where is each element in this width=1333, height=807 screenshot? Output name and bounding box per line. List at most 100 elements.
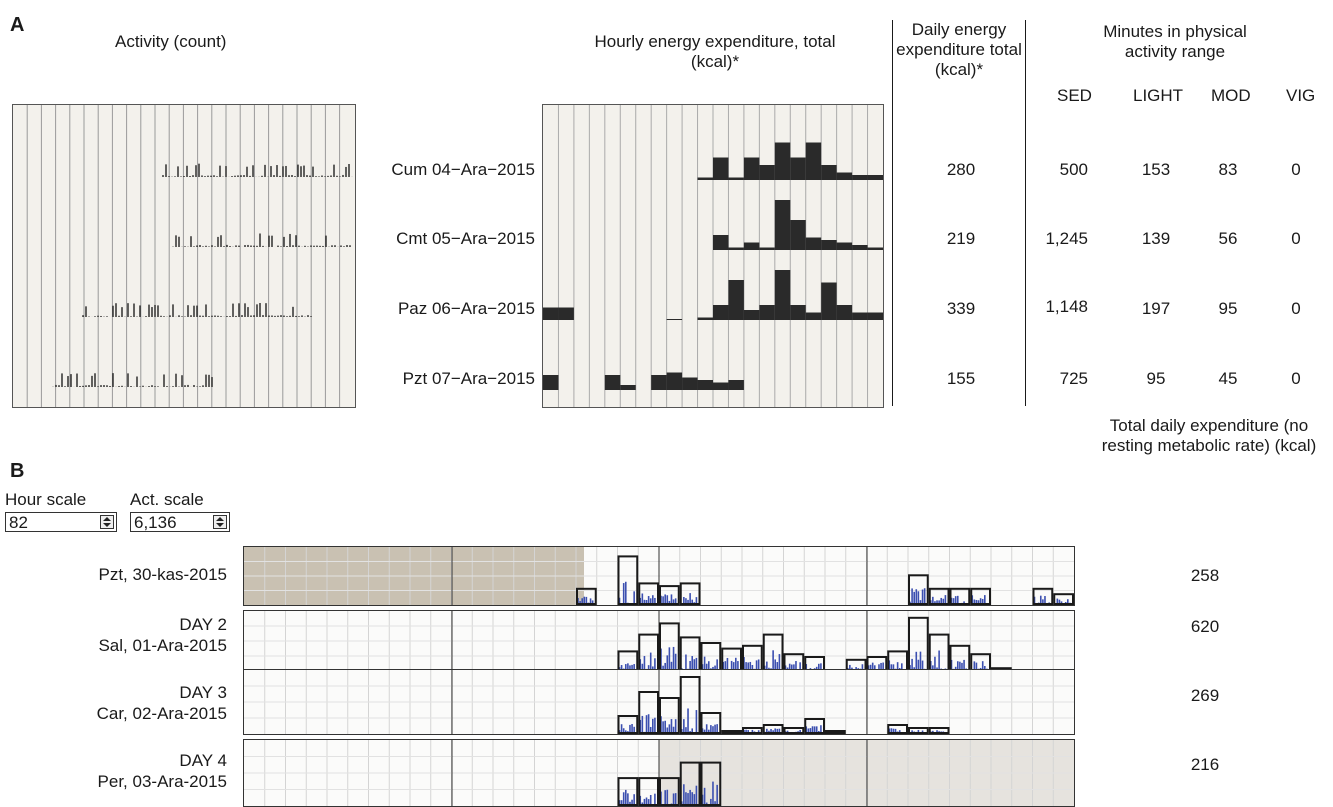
vig-1: 0: [1291, 160, 1301, 179]
energy-bar: [908, 574, 929, 605]
day-4-label: DAY 4 Per, 03-Ara-2015: [0, 750, 227, 792]
hourly-bar: [790, 305, 806, 320]
daily-2: 219: [946, 229, 976, 248]
energy-bar: [721, 730, 742, 734]
vig-4: 0: [1291, 369, 1301, 388]
act-scale-value: 6,136: [134, 513, 177, 532]
day-4-name: DAY 4: [179, 751, 227, 770]
light-4: 95: [1146, 369, 1166, 388]
hour-scale-stepper-icon[interactable]: [100, 515, 114, 529]
hourly-bar: [743, 157, 760, 180]
hourly-bar: [666, 372, 683, 390]
hourly-bar: [867, 312, 883, 320]
light-2: 139: [1141, 229, 1171, 248]
hourly-bar: [836, 172, 853, 180]
hour-scale-value: 82: [9, 513, 28, 532]
hourly-bar: [682, 377, 698, 390]
energy-bar: [825, 730, 846, 734]
sed-2: 1,245: [1045, 229, 1088, 248]
energy-bar: [638, 691, 659, 734]
energy-bar: [928, 727, 950, 734]
energy-bar: [928, 587, 950, 605]
act-scale-spinner[interactable]: 6,136: [130, 512, 230, 532]
hourly-bar: [790, 220, 806, 250]
hourly-bar: [821, 165, 837, 180]
hourly-bar: [759, 305, 775, 320]
hourly-bar: [558, 307, 574, 320]
hour-scale-label: Hour scale: [5, 490, 87, 509]
sed-1: 500: [1059, 160, 1088, 179]
total-3: 269: [1190, 686, 1220, 705]
panel-a-label: A: [10, 14, 25, 36]
energy-bar: [617, 555, 639, 605]
day-1-date: Pzt, 30-kas-2015: [98, 565, 227, 584]
hourly-bar: [743, 310, 760, 320]
energy-bar: [659, 585, 680, 605]
total-4: 216: [1190, 755, 1220, 774]
activity-count-plot: [26, 105, 353, 407]
hourly-bar: [867, 247, 883, 250]
hourly-bar: [759, 165, 775, 180]
day-4-date: Per, 03-Ara-2015: [97, 772, 227, 791]
minutes-range-title: Minutes in physical activity range: [1103, 22, 1247, 61]
hourly-bar: [728, 247, 744, 250]
energy-bar: [742, 727, 763, 734]
panel-b-label: B: [10, 460, 25, 482]
sed-3: 1,148: [1045, 297, 1088, 316]
hourly-bar: [805, 312, 822, 320]
hourly-bar: [774, 200, 791, 250]
mod-2: 56: [1218, 229, 1238, 248]
hourly-bar: [620, 385, 636, 390]
hourly-bar: [728, 380, 744, 390]
hourly-bar: [836, 305, 853, 320]
daily-4: 155: [946, 369, 976, 388]
hourly-bar: [821, 282, 837, 320]
hourly-bar: [774, 270, 791, 320]
energy-bar: [908, 727, 929, 734]
hourly-energy-title: Hourly energy expenditure, total (kcal)*: [594, 32, 836, 71]
total-daily-title: Total daily expenditure (no resting meta…: [1101, 416, 1317, 455]
energy-bar: [638, 582, 659, 605]
energy-bar: [679, 676, 701, 734]
energy-bar: [617, 715, 639, 734]
hourly-bar: [805, 237, 822, 250]
act-scale-stepper-icon[interactable]: [213, 515, 227, 529]
divider-right: [1025, 20, 1026, 406]
energy-bar: [887, 724, 908, 734]
hourly-bar: [867, 175, 883, 180]
hourly-bar: [666, 319, 683, 320]
hourly-bar: [805, 142, 822, 180]
hourly-bar: [836, 242, 853, 250]
mod-4: 45: [1218, 369, 1238, 388]
col-light: LIGHT: [1133, 86, 1184, 105]
hourly-bar: [697, 317, 713, 320]
hourly-bar: [697, 380, 713, 390]
col-vig: VIG: [1286, 86, 1316, 105]
row-label-4: Pzt 07−Ara−2015: [402, 369, 535, 388]
total-1: 258: [1190, 566, 1220, 585]
daily-3: 339: [946, 299, 976, 318]
sed-4: 725: [1059, 369, 1088, 388]
energy-bar: [970, 587, 991, 605]
mod-3: 95: [1218, 299, 1238, 318]
hourly-bar: [543, 307, 559, 320]
hourly-bar: [852, 312, 868, 320]
day-2-label: DAY 2 Sal, 01-Ara-2015: [0, 614, 227, 656]
day-3-name: DAY 3: [179, 683, 227, 702]
energy-bar: [679, 582, 701, 605]
day-1-strip: [243, 546, 1075, 606]
hourly-bar: [728, 177, 744, 180]
day-2-name: DAY 2: [179, 615, 227, 634]
hourly-bar: [697, 177, 713, 180]
hourly-bar: [852, 245, 868, 250]
day-2-strip: [243, 610, 1075, 672]
hourly-bar: [713, 157, 729, 180]
col-sed: SED: [1057, 86, 1092, 105]
hour-scale-spinner[interactable]: 82: [5, 512, 117, 532]
hourly-bar: [790, 157, 806, 180]
day-1-label: Pzt, 30-kas-2015: [0, 564, 227, 585]
activity-count-title: Activity (count): [115, 32, 227, 51]
col-mod: MOD: [1211, 86, 1251, 105]
light-3: 197: [1141, 299, 1171, 318]
mod-1: 83: [1218, 160, 1238, 179]
